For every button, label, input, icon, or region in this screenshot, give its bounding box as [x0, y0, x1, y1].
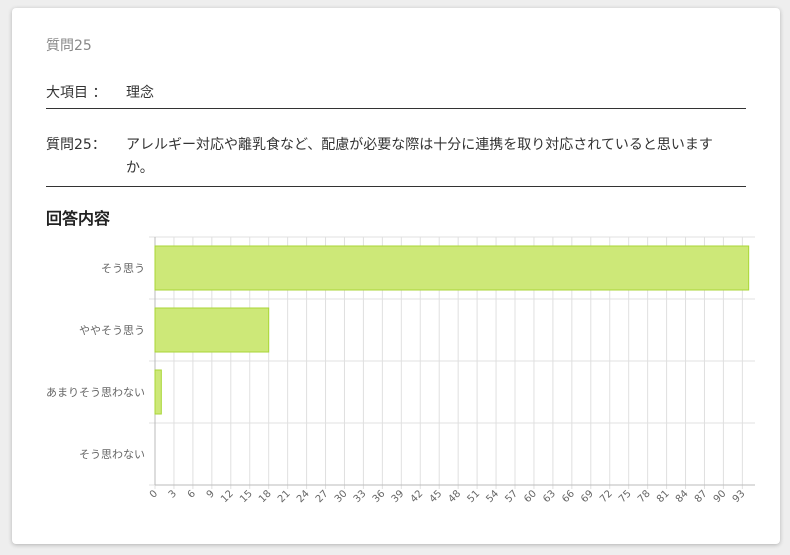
tick-label: 48 — [446, 488, 463, 505]
question-label: 質問25： — [46, 137, 106, 153]
category-label: ややそう思う — [79, 324, 145, 337]
bar — [154, 245, 750, 291]
question-text: アレルギー対応や離乳食など、配慮が必要な際は十分に連携を取り対応されていると思い… — [126, 137, 713, 176]
tick-label: 36 — [371, 488, 388, 505]
tick-label: 21 — [276, 488, 293, 505]
tick-label: 18 — [257, 488, 274, 505]
tick-label: 3 — [167, 488, 179, 500]
category-value: 理念 — [126, 85, 154, 101]
tick-label: 24 — [295, 488, 312, 505]
tick-label: 72 — [598, 488, 615, 505]
tick-label: 93 — [731, 488, 748, 505]
tick-label: 81 — [655, 488, 672, 505]
tick-label: 75 — [617, 488, 634, 505]
question-row: 質問25： アレルギー対応や離乳食など、配慮が必要な際は十分に連携を取り対応され… — [46, 134, 746, 187]
category-label: そう思わない — [79, 448, 145, 461]
tick-label: 60 — [522, 488, 539, 505]
question-header: 質問25 — [46, 38, 92, 54]
tick-label: 12 — [219, 488, 236, 505]
tick-label: 39 — [390, 488, 407, 505]
tick-label: 30 — [333, 488, 350, 505]
tick-label: 9 — [205, 488, 217, 500]
tick-label: 54 — [484, 488, 501, 505]
bar — [154, 369, 162, 415]
category-label: 大項目 ： — [46, 85, 107, 101]
tick-label: 27 — [314, 488, 331, 505]
tick-label: 57 — [503, 488, 520, 505]
tick-label: 6 — [186, 488, 198, 500]
tick-label: 51 — [465, 488, 482, 505]
category-label: あまりそう思わない — [46, 386, 145, 399]
tick-label: 33 — [352, 488, 369, 505]
tick-label: 78 — [636, 488, 653, 505]
category-row: 大項目 ： 理念 — [46, 82, 746, 109]
tick-label: 42 — [409, 488, 426, 505]
category-label: そう思う — [101, 262, 145, 275]
tick-label: 0 — [148, 488, 160, 500]
tick-label: 69 — [579, 488, 596, 505]
tick-label: 90 — [712, 488, 729, 505]
tick-label: 87 — [693, 488, 710, 505]
bar — [154, 307, 270, 353]
tick-label: 15 — [238, 488, 255, 505]
tick-label: 84 — [674, 488, 691, 505]
tick-label: 45 — [428, 488, 445, 505]
tick-label: 66 — [560, 488, 577, 505]
section-title: 回答内容 — [46, 209, 111, 228]
tick-label: 63 — [541, 488, 558, 505]
